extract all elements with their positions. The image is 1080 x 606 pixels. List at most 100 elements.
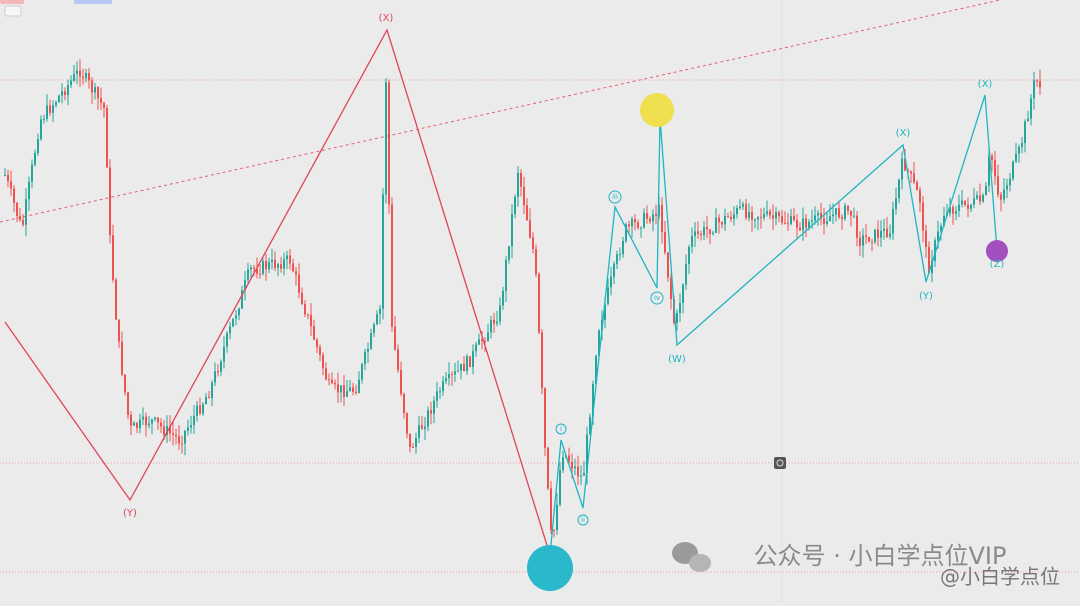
candle-part [217, 371, 219, 373]
red-wave [4, 28, 551, 556]
candle-part [526, 205, 528, 221]
candle-part [676, 312, 678, 323]
candle-part [223, 346, 225, 362]
candle-part [370, 333, 372, 349]
candle-part [634, 219, 636, 223]
candle-part [292, 263, 294, 272]
wave-label: (Y) [123, 508, 137, 519]
candle-part [70, 80, 72, 85]
candle-part [718, 217, 720, 223]
candle-part [949, 207, 951, 214]
candle-part [787, 223, 789, 225]
candle-part [226, 333, 228, 347]
candle-part [145, 416, 147, 426]
candle-part [586, 434, 588, 473]
candle-part [82, 76, 84, 79]
candle-part [196, 405, 198, 416]
candle-part [751, 211, 753, 220]
candle-part [574, 466, 576, 469]
candle-part [604, 303, 606, 321]
candle-part [814, 215, 816, 221]
candle-part [559, 470, 561, 505]
candle-part [409, 433, 411, 447]
candle-part [760, 216, 762, 218]
candle-part [43, 118, 45, 120]
candle-part [319, 347, 321, 355]
candle-part [850, 210, 852, 216]
candle-part [703, 227, 705, 236]
dropdown[interactable] [4, 5, 22, 17]
candle-part [220, 361, 222, 372]
wave-label: ii [581, 516, 585, 524]
candle-part [652, 214, 654, 222]
candle-part [52, 105, 54, 113]
candle-part [961, 200, 963, 205]
candle-part [364, 351, 366, 365]
candle-part [28, 181, 30, 200]
candle-part [1006, 185, 1008, 190]
candle-part [307, 314, 309, 316]
candle-part [874, 229, 876, 243]
toolbar-button[interactable] [0, 0, 24, 4]
candle-part [811, 220, 813, 222]
candle-part [235, 315, 237, 319]
candle-part [127, 392, 129, 415]
candle-part [901, 158, 903, 180]
candle-part [757, 216, 759, 220]
candle-part [166, 426, 168, 436]
candle-part [991, 155, 993, 161]
candle-part [187, 427, 189, 431]
candle-part [328, 379, 330, 381]
marker-circle [986, 240, 1008, 262]
candle-part [283, 259, 285, 269]
candle-part [955, 210, 957, 214]
candle-part [754, 219, 756, 221]
candle-part [985, 185, 987, 196]
candle-part [76, 70, 78, 74]
candle-part [832, 214, 834, 217]
candle-part [943, 215, 945, 226]
candle-part [205, 397, 207, 405]
wave-label: (Y) [919, 291, 933, 302]
candle-part [448, 374, 450, 379]
candle-part [697, 231, 699, 234]
candle-part [340, 385, 342, 393]
candle-part [715, 217, 717, 233]
toolbar-button[interactable] [74, 0, 112, 4]
crosshair-button[interactable] [774, 457, 786, 469]
candle-part [298, 274, 300, 293]
candle-part [427, 410, 429, 427]
candle-part [505, 259, 507, 291]
candle-part [154, 417, 156, 420]
candle-part [73, 73, 75, 81]
candle-part [970, 204, 972, 209]
candle-part [727, 216, 729, 218]
candle-part [403, 393, 405, 414]
candle-part [1015, 153, 1017, 162]
candle-part [646, 213, 648, 219]
candle-part [250, 267, 252, 270]
candle-part [796, 220, 798, 228]
candle-part [1024, 121, 1026, 143]
candle-part [421, 425, 423, 429]
candle-part [151, 419, 153, 424]
candle-part [739, 206, 741, 209]
candle-part [688, 246, 690, 265]
candle-part [475, 344, 477, 352]
candle-part [241, 290, 243, 309]
candle-part [379, 308, 381, 315]
candle-part [952, 207, 954, 214]
candle-part [316, 339, 318, 348]
candle-part [958, 204, 960, 211]
candle-part [1021, 142, 1023, 148]
candle-part [817, 212, 819, 216]
candle-part [835, 208, 837, 215]
candle-part [826, 221, 828, 224]
candle-part [568, 455, 570, 462]
candle-part [106, 107, 108, 168]
wave-label: (W) [668, 354, 686, 365]
candle-part [19, 216, 21, 220]
candle-part [580, 475, 582, 477]
candle-part [664, 232, 666, 253]
candle-part [820, 212, 822, 219]
